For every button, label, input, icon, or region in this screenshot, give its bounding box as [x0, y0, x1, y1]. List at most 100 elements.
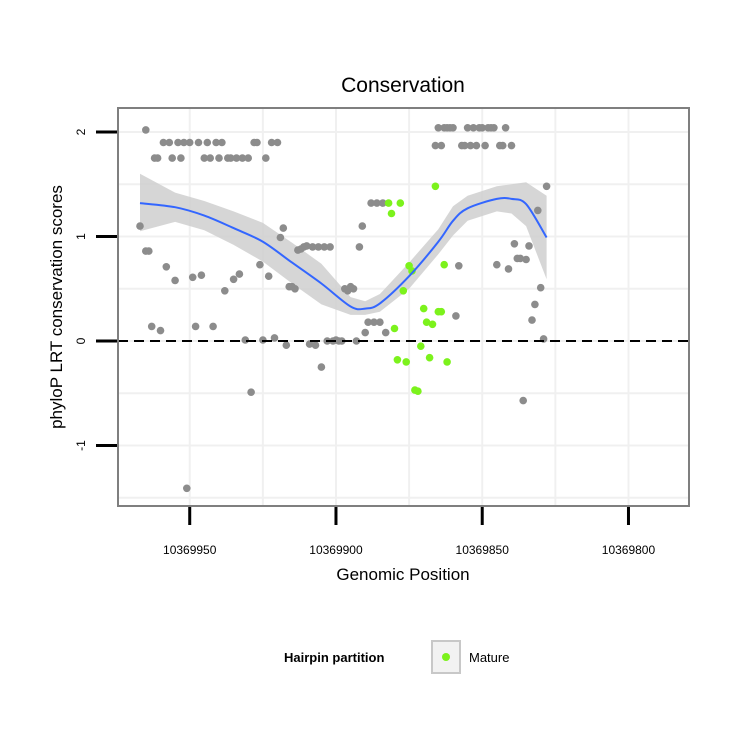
data-point-other [180, 138, 188, 147]
data-point-mature [393, 356, 402, 364]
grid-lines [118, 108, 689, 506]
data-point-other [232, 154, 241, 162]
data-point-other [203, 138, 212, 147]
data-point-other [206, 154, 214, 162]
plot-panel-border [117, 107, 690, 507]
data-point-other [264, 272, 273, 281]
data-point-other [212, 138, 220, 147]
data-point-other [174, 138, 182, 147]
data-point-mature [414, 387, 422, 396]
smooth-line-layer [139, 196, 548, 311]
data-point-mature [384, 199, 393, 207]
y-tick-label: -1 [74, 440, 88, 451]
plot-panel-background [118, 108, 689, 506]
smooth-line [139, 196, 548, 311]
data-point-other [194, 138, 203, 147]
data-point-other [282, 341, 291, 350]
data-point-other [238, 154, 247, 162]
data-point-other [221, 287, 229, 295]
data-point-other [528, 316, 536, 324]
data-point-other [177, 154, 185, 162]
data-point-other [270, 334, 279, 342]
data-point-other [276, 233, 285, 242]
data-point-other [291, 285, 299, 293]
data-point-other [522, 255, 530, 264]
data-point-other [536, 283, 545, 292]
data-point-other [165, 138, 174, 147]
data-point-other [226, 154, 235, 162]
data-point-other [153, 154, 162, 162]
data-point-other [326, 243, 334, 251]
legend-label-mature: Mature [469, 650, 509, 665]
data-point-other [188, 273, 197, 282]
data-point-other [262, 154, 270, 162]
data-point-other [507, 141, 516, 150]
data-point-mature [428, 320, 437, 329]
data-point-other [525, 242, 533, 250]
chart-title: Conservation [341, 74, 465, 97]
data-point-other [490, 124, 498, 132]
data-point-other [145, 247, 153, 255]
data-point-other [481, 141, 489, 150]
data-point-other [235, 270, 244, 278]
data-point-other [308, 243, 317, 251]
data-point-mature [422, 318, 431, 327]
x-axis: 10369950 10369900 10369850 10369800 [163, 507, 655, 557]
data-point-other [142, 126, 150, 134]
x-tick-label: 10369900 [309, 543, 363, 557]
y-axis-title: phyloP LRT conservation scores [47, 185, 66, 429]
data-point-other [361, 328, 370, 337]
data-point-mature [425, 353, 434, 362]
data-point-other [449, 124, 457, 132]
data-point-other [244, 154, 252, 162]
data-point-other [314, 243, 323, 251]
data-point-other [542, 182, 551, 191]
y-tick-label: 2 [74, 128, 88, 135]
data-point-other [136, 222, 144, 230]
data-point-other [267, 138, 276, 147]
data-point-mature [419, 304, 428, 313]
data-point-other [317, 363, 326, 371]
data-point-other [247, 388, 255, 397]
data-point-other [338, 337, 346, 345]
data-point-other [519, 396, 527, 405]
data-point-other [215, 154, 223, 162]
data-point-other [200, 154, 209, 162]
data-point-other [534, 206, 542, 215]
data-point-other [147, 322, 156, 331]
data-point-other [431, 141, 440, 150]
legend-title: Hairpin partition [284, 650, 384, 665]
data-point-other [493, 260, 501, 269]
data-point-other [305, 340, 314, 348]
data-point-other [183, 484, 191, 493]
legend: Hairpin partition Mature [284, 640, 509, 674]
data-point-other [159, 138, 168, 147]
data-point-other [302, 242, 311, 250]
data-point-other [162, 263, 171, 271]
x-axis-title: Genomic Position [336, 565, 469, 584]
data-point-other [501, 124, 510, 132]
data-point-other [197, 271, 206, 280]
data-point-other [168, 154, 176, 162]
confidence-band-layer [140, 173, 547, 315]
data-point-mature [440, 260, 449, 269]
legend-key-mature-point [442, 653, 450, 661]
data-point-other [349, 285, 358, 293]
data-point-other [185, 138, 194, 147]
data-point-other [466, 141, 475, 150]
data-point-other [460, 141, 469, 150]
data-point-other [504, 265, 513, 273]
data-point-mature [408, 267, 416, 275]
data-point-mature [396, 199, 405, 207]
data-point-other [498, 141, 507, 150]
data-point-other [256, 260, 264, 269]
x-tick-label: 10369850 [456, 543, 510, 557]
data-point-mature [437, 307, 446, 316]
data-point-other [367, 199, 375, 207]
data-point-mature [399, 287, 408, 295]
data-point-other [463, 124, 472, 132]
data-point-other [279, 224, 288, 232]
data-point-other [437, 141, 446, 150]
data-point-mature [402, 358, 411, 366]
data-point-other [352, 337, 361, 345]
